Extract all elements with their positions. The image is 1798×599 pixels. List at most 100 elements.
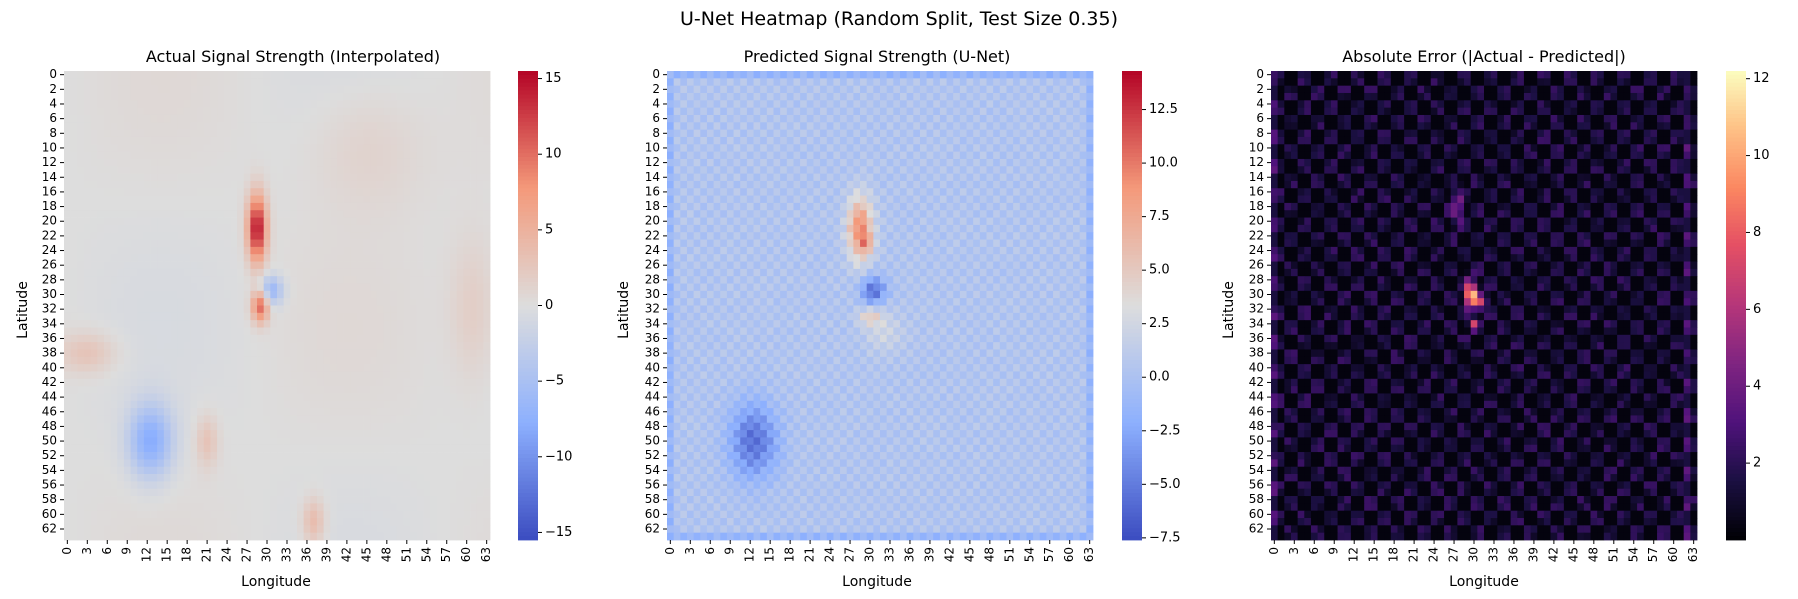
heatmap-cell bbox=[263, 298, 271, 306]
heatmap-cell bbox=[210, 210, 218, 218]
heatmap-cell bbox=[913, 107, 921, 116]
heatmap-cell bbox=[77, 195, 85, 204]
heatmap-cell bbox=[993, 100, 1001, 109]
heatmap-cell bbox=[423, 158, 431, 167]
heatmap-cell bbox=[773, 71, 781, 79]
heatmap-cell bbox=[237, 129, 245, 138]
heatmap-cell bbox=[97, 518, 105, 526]
heatmap-cell bbox=[470, 466, 478, 475]
heatmap-cell bbox=[853, 71, 861, 79]
heatmap-cell bbox=[110, 298, 118, 306]
heatmap-cell bbox=[383, 144, 391, 153]
heatmap-cell bbox=[270, 518, 278, 526]
heatmap-cell bbox=[64, 518, 72, 526]
heatmap-cell bbox=[130, 217, 138, 226]
heatmap-cell bbox=[370, 342, 378, 350]
heatmap-cell bbox=[177, 78, 185, 87]
heatmap-cell bbox=[430, 71, 438, 79]
heatmap-cell bbox=[926, 100, 934, 109]
heatmap-cell bbox=[330, 268, 338, 277]
heatmap-cell bbox=[383, 166, 391, 174]
heatmap-cell bbox=[403, 342, 411, 350]
heatmap-cell bbox=[336, 210, 344, 218]
heatmap-cell bbox=[376, 158, 384, 167]
heatmap-cell bbox=[463, 518, 471, 526]
heatmap-cell bbox=[673, 107, 681, 116]
heatmap-cell bbox=[403, 422, 411, 431]
heatmap-cell bbox=[97, 466, 105, 475]
heatmap-cell bbox=[270, 466, 278, 475]
heatmap-cell bbox=[316, 415, 324, 424]
heatmap-cell bbox=[376, 114, 384, 123]
heatmap-cell bbox=[296, 122, 305, 131]
heatmap-cell bbox=[250, 371, 258, 380]
heatmap-cell bbox=[263, 92, 271, 101]
heatmap-cell bbox=[1046, 129, 1054, 138]
heatmap-cell bbox=[1039, 136, 1047, 145]
heatmap-cell bbox=[177, 342, 185, 350]
heatmap-cell bbox=[390, 224, 398, 233]
heatmap-cell bbox=[376, 122, 384, 131]
y-tick-label: 34 bbox=[42, 316, 57, 330]
colorbar-segment bbox=[518, 328, 538, 334]
heatmap-cell bbox=[356, 334, 364, 343]
heatmap-cell bbox=[396, 312, 404, 321]
heatmap-cell bbox=[356, 217, 364, 226]
heatmap-cell bbox=[77, 151, 85, 160]
heatmap-cell bbox=[463, 481, 471, 490]
heatmap-cell bbox=[250, 349, 258, 358]
heatmap-cell bbox=[410, 188, 418, 196]
heatmap-cell bbox=[70, 481, 78, 490]
heatmap-cell bbox=[210, 430, 218, 438]
heatmap-cell bbox=[257, 408, 265, 416]
heatmap-cell bbox=[316, 151, 324, 160]
heatmap-cell bbox=[713, 78, 721, 87]
heatmap-cell bbox=[316, 378, 324, 387]
heatmap-cell bbox=[456, 92, 464, 101]
heatmap-cell bbox=[1066, 92, 1074, 101]
heatmap-cell bbox=[376, 334, 384, 343]
heatmap-cell bbox=[356, 202, 364, 211]
heatmap-cell bbox=[390, 481, 398, 490]
heatmap-cell bbox=[197, 532, 205, 541]
heatmap-cell bbox=[217, 122, 225, 131]
heatmap-cell bbox=[356, 173, 364, 182]
heatmap-cell bbox=[483, 408, 491, 416]
heatmap-cell bbox=[993, 71, 1001, 79]
colorbar-segment bbox=[518, 516, 538, 521]
heatmap-cell bbox=[90, 129, 98, 138]
heatmap-cell bbox=[296, 283, 305, 292]
heatmap-cell bbox=[330, 298, 338, 306]
heatmap-cell bbox=[686, 129, 695, 138]
heatmap-cell bbox=[410, 452, 418, 460]
heatmap-cell bbox=[430, 136, 438, 145]
heatmap-cell bbox=[197, 320, 205, 328]
heatmap-cell bbox=[430, 122, 438, 131]
heatmap-cell bbox=[403, 129, 411, 138]
heatmap-cell bbox=[243, 202, 251, 211]
heatmap-cell bbox=[403, 261, 411, 270]
heatmap-cell bbox=[733, 114, 741, 123]
heatmap-cell bbox=[390, 92, 398, 101]
heatmap-cell bbox=[150, 400, 158, 409]
heatmap-cell bbox=[277, 364, 285, 372]
heatmap-cell bbox=[77, 100, 85, 109]
heatmap-cell bbox=[243, 459, 251, 468]
heatmap-cell bbox=[403, 158, 411, 167]
heatmap-cell bbox=[959, 129, 967, 138]
heatmap-cell bbox=[283, 151, 291, 160]
colorbar-segment bbox=[518, 340, 538, 345]
heatmap-cell bbox=[390, 129, 398, 138]
heatmap-cell bbox=[157, 173, 165, 182]
heatmap-cell bbox=[83, 393, 92, 402]
heatmap-cell bbox=[217, 246, 225, 255]
heatmap-cell bbox=[117, 188, 125, 196]
heatmap-cell bbox=[217, 415, 225, 424]
heatmap-cell bbox=[270, 173, 278, 182]
heatmap-cell bbox=[130, 85, 138, 94]
heatmap-cell bbox=[263, 525, 271, 534]
heatmap-cell bbox=[177, 210, 185, 218]
heatmap-cell bbox=[403, 356, 411, 365]
heatmap-cell bbox=[483, 496, 491, 504]
heatmap-cell bbox=[97, 290, 105, 299]
